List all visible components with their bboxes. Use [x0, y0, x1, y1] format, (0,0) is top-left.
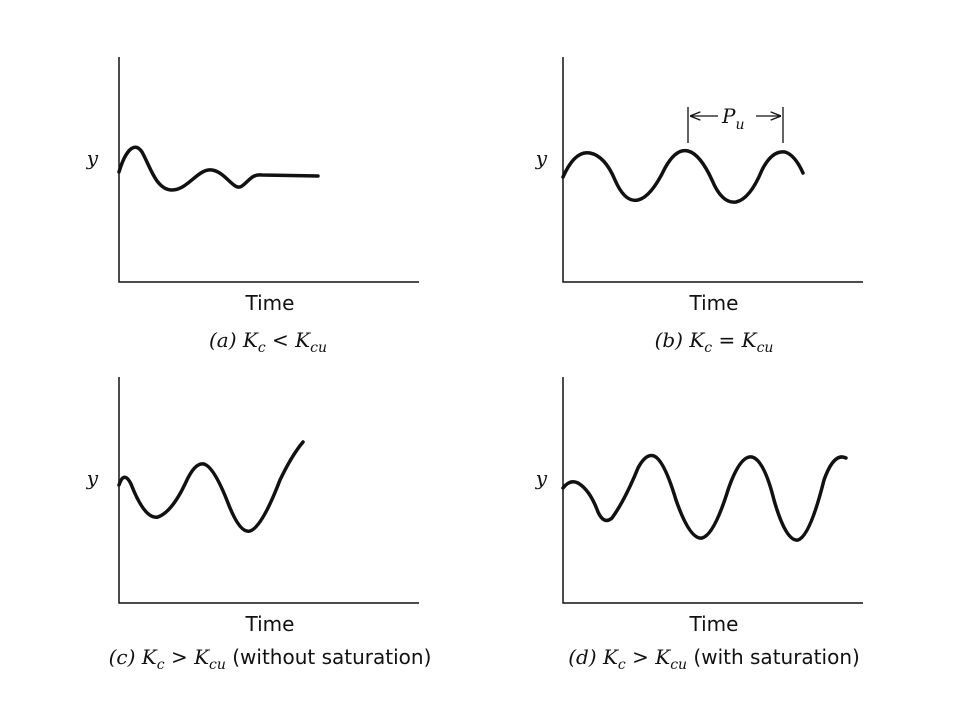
x-label: Time: [689, 291, 739, 315]
rhs-sub: cu: [670, 657, 687, 673]
caption: (d) Kc > Kcu (with saturation): [568, 645, 860, 674]
response-curve: [561, 148, 805, 204]
rhs: K: [294, 328, 311, 352]
x-label: Time: [245, 612, 295, 636]
lhs: K: [602, 645, 619, 669]
caption-note: (with saturation): [693, 645, 859, 669]
x-label: Time: [245, 291, 295, 315]
lhs: K: [141, 645, 158, 669]
period-symbol: P: [721, 104, 736, 128]
rhs-sub: cu: [209, 657, 226, 673]
y-label: y: [535, 146, 548, 170]
caption-note: (without saturation): [232, 645, 431, 669]
op: =: [719, 328, 736, 352]
axes: [118, 57, 419, 283]
lhs: K: [242, 328, 259, 352]
lhs-sub: c: [258, 340, 266, 356]
axes: [562, 57, 863, 283]
y-label: y: [86, 466, 99, 490]
caption-tag: (a): [209, 328, 237, 352]
caption-tag: (d): [568, 645, 596, 669]
rhs: K: [193, 645, 210, 669]
op: <: [272, 328, 289, 352]
y-label: y: [535, 466, 548, 490]
rhs-sub: cu: [757, 340, 774, 356]
rhs: K: [741, 328, 758, 352]
rhs: K: [654, 645, 671, 669]
rhs-sub: cu: [310, 340, 327, 356]
caption: (c) Kc > Kcu (without saturation): [109, 645, 432, 674]
axes: [118, 377, 419, 604]
response-curve: [117, 145, 320, 192]
lhs-sub: c: [157, 657, 165, 673]
x-label: Time: [689, 612, 739, 636]
caption-tag: (c): [109, 645, 136, 669]
caption: (a) Kc < Kcu: [209, 328, 327, 357]
caption: (b) Kc = Kcu: [655, 328, 774, 357]
y-label: y: [86, 146, 99, 170]
op: >: [171, 645, 188, 669]
response-curve: [117, 440, 305, 533]
response-curve: [561, 453, 848, 542]
lhs: K: [688, 328, 705, 352]
axes: [562, 377, 863, 604]
caption-tag: (b): [655, 328, 683, 352]
period-sub: u: [735, 117, 744, 133]
lhs-sub: c: [618, 657, 626, 673]
op: >: [632, 645, 649, 669]
lhs-sub: c: [704, 340, 712, 356]
period-label: Pu: [721, 104, 745, 133]
